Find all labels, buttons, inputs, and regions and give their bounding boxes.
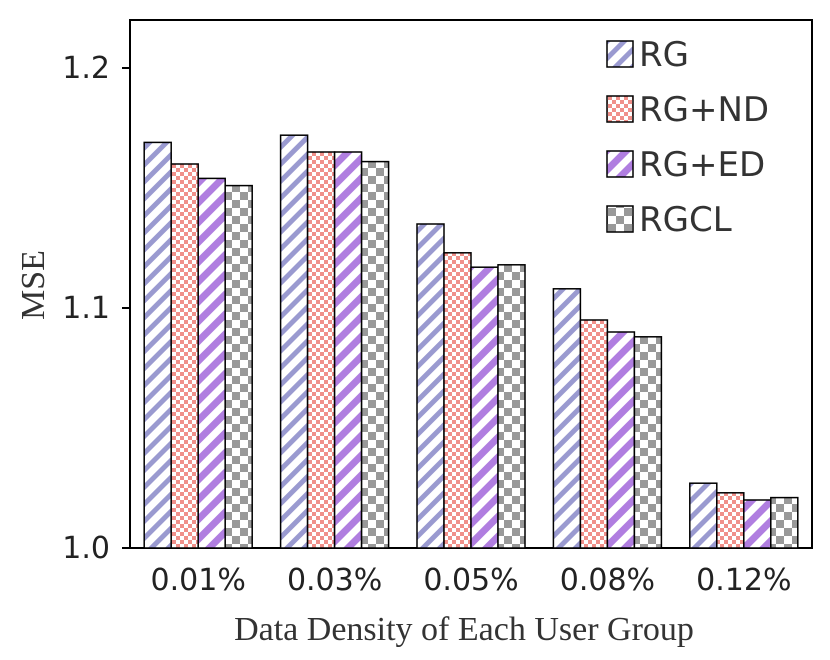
legend-label-rg-nd: RG+ND [639,90,769,130]
bar-rg-0-03pct [279,134,309,549]
legend: RG RG+ND RG+ED RGCL [606,35,769,240]
bar-rgcl-0-08pct [633,336,663,549]
bar-rg-0-12pct [689,482,718,549]
x-tick-label: 0.01% [151,563,246,598]
x-tick-label: 0.12% [696,563,791,598]
bar-rg-nd-0-03pct [306,151,336,549]
y-axis-ticks: 1.0 1.1 1.2 [62,51,130,566]
legend-label-rg: RG [639,35,689,75]
x-axis-label: Data Density of Each User Group [234,611,694,648]
y-tick-label: 1.1 [62,291,110,326]
x-tick-label: 0.05% [423,563,518,598]
x-tick-label: 0.03% [287,563,382,598]
x-tick-label: 0.08% [560,563,655,598]
bars-group [143,134,799,549]
bar-rg-nd-0-12pct [716,492,745,549]
bar-rg-ed-0-12pct [743,499,772,549]
y-axis-label: MSE [15,250,52,320]
legend-swatch-rg-ed [606,150,634,178]
legend-swatch-rg [606,40,634,68]
bar-rg-ed-0-08pct [606,331,636,549]
bar-rg-nd-0-08pct [579,319,609,549]
bar-rgcl-0-05pct [497,264,526,549]
bar-rg-0-08pct [552,288,582,549]
bar-rg-ed-0-05pct [470,266,499,549]
legend-swatch-rg-nd [606,95,634,123]
bar-rg-nd-0-01pct [170,163,199,549]
bar-rg-ed-0-03pct [333,151,363,549]
bar-rg-0-05pct [416,223,445,549]
bar-rgcl-0-03pct [360,160,390,549]
legend-label-rg-ed: RG+ED [639,145,765,185]
bar-rgcl-0-12pct [770,496,799,549]
bar-rg-0-01pct [143,141,172,549]
bar-rg-ed-0-01pct [197,177,226,549]
bar-rgcl-0-01pct [224,184,253,549]
legend-swatch-rgcl [606,205,634,233]
x-axis-ticks: 0.01% 0.03% 0.05% 0.08% 0.12% [151,563,792,598]
legend-label-rgcl: RGCL [639,200,732,240]
bar-rg-nd-0-05pct [443,252,472,549]
y-tick-label: 1.2 [62,51,110,86]
y-tick-label: 1.0 [62,531,110,566]
